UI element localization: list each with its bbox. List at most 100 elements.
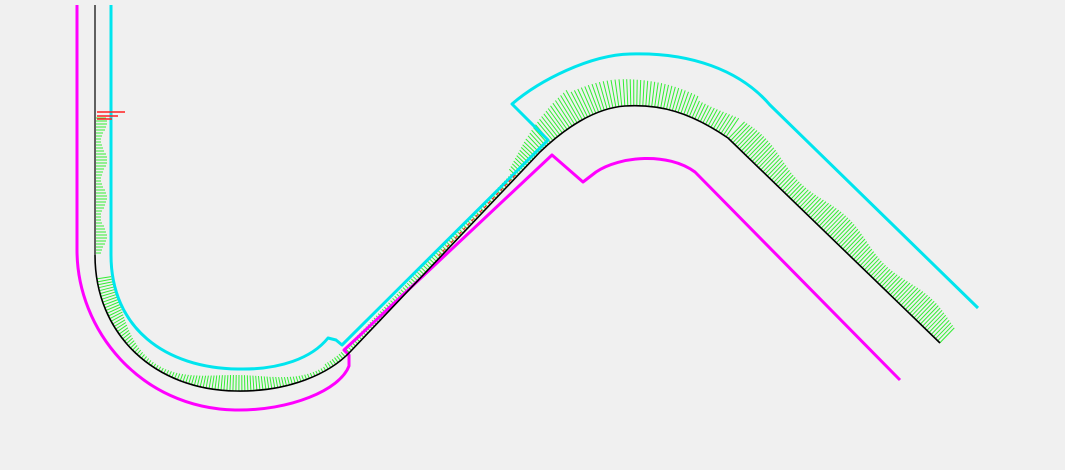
centerline[interactable] [94,104,941,392]
hatch-stroke [691,100,700,118]
hatch-stroke [915,300,935,321]
hatch-stroke [104,301,120,309]
hatch-stroke [680,91,689,114]
hatch-stroke [543,113,561,136]
hatch-stroke [805,198,822,214]
hatch-stroke [138,351,143,357]
hatch-stroke [115,322,127,330]
hatch-stroke [671,87,680,111]
hatch-stroke [292,376,296,384]
hatch-stroke [825,213,844,233]
hatch-stroke [266,376,270,390]
hatch-stroke [775,169,790,185]
hatch-stroke [730,123,748,141]
hatch-stroke [106,306,122,314]
hatch-stroke [758,149,776,169]
hatch-stroke [935,322,952,340]
hatch-stroke [439,248,445,253]
hatch-stroke [327,362,332,368]
hatch-stroke [283,376,287,386]
hatch-stroke [626,79,629,106]
hatch-stroke [705,107,715,125]
hatch-stroke [911,296,931,317]
hatch-stroke [892,281,908,298]
red-hatch-stroke [475,214,479,218]
hatch-stroke [848,238,866,256]
hatch-stroke [866,258,880,273]
hatch-stroke [598,81,608,110]
hatch-stroke [602,81,611,109]
hatch-stroke [851,241,868,258]
hatch-stroke [511,163,522,173]
hatch-stroke [301,375,305,381]
hatch-stroke [762,154,780,173]
hatch-stroke [694,102,703,120]
hatch-stroke [855,246,871,262]
hatch-stroke [105,304,121,311]
hatch-stroke [423,265,429,271]
hatch-stroke [281,376,285,387]
hatch-stroke [324,363,329,370]
hatch-stroke [666,85,673,110]
hatch-stroke [853,243,869,260]
right-boundary-line[interactable] [109,5,980,371]
hatch-stroke [334,357,339,363]
hatch-stroke [827,215,847,235]
hatch-stroke [249,375,252,391]
hatch-stroke [645,80,649,107]
hatch-stroke [889,279,906,296]
hatch-stroke [229,374,232,391]
hatch-stroke [741,132,760,152]
hatch-stroke [760,152,778,171]
hatch-stroke [838,226,857,246]
hatch-stroke [117,324,128,333]
profile-hatch [96,79,955,392]
hatch-stroke [784,179,798,194]
hatch-stroke [663,84,669,109]
left-boundary-line[interactable] [75,5,902,412]
red-hatch-stroke [471,218,475,222]
hatch-stroke [182,374,186,382]
hatch-stroke [736,128,755,148]
red-hatch-stroke [458,231,462,235]
hatch-stroke [831,219,851,239]
hatch-stroke [435,252,441,258]
hatch-stroke [718,114,730,133]
hatch-stroke [715,112,727,131]
hatch-stroke [812,202,829,221]
hatch-stroke [331,359,337,365]
hatch-stroke [792,187,807,202]
hatch-stroke [176,373,181,380]
hatch-stroke [818,207,837,227]
hatch-stroke [846,236,864,254]
hatch-stroke [539,118,556,139]
hatch-stroke [920,305,939,325]
hatch-stroke [881,272,896,287]
hatch-stroke [844,233,862,252]
hatch-stroke [584,86,597,114]
hatch-stroke [211,375,215,390]
hatch-stroke [868,260,882,275]
hatch-stroke [913,298,933,319]
hatch-stroke [591,83,602,112]
hatch-stroke [122,332,131,340]
hatch-stroke [857,248,873,264]
hatch-stroke [606,80,614,108]
hatch-stroke [651,81,656,107]
hatch-stroke [417,271,423,277]
red-hatch-stroke [487,200,491,205]
hatch-stroke [861,253,876,269]
hatch-stroke [928,314,947,333]
hatch-stroke [191,375,195,385]
hatch-stroke [756,147,775,166]
hatch-stroke [168,371,172,377]
hatch-stroke [547,108,566,132]
hatch-stroke [443,243,449,249]
hatch-stroke [510,166,520,175]
hatch-stroke [573,90,589,118]
hatch-stroke [421,267,427,273]
hatch-stroke [874,266,889,281]
hatch-stroke [933,319,950,337]
hatch-stroke [872,264,886,279]
